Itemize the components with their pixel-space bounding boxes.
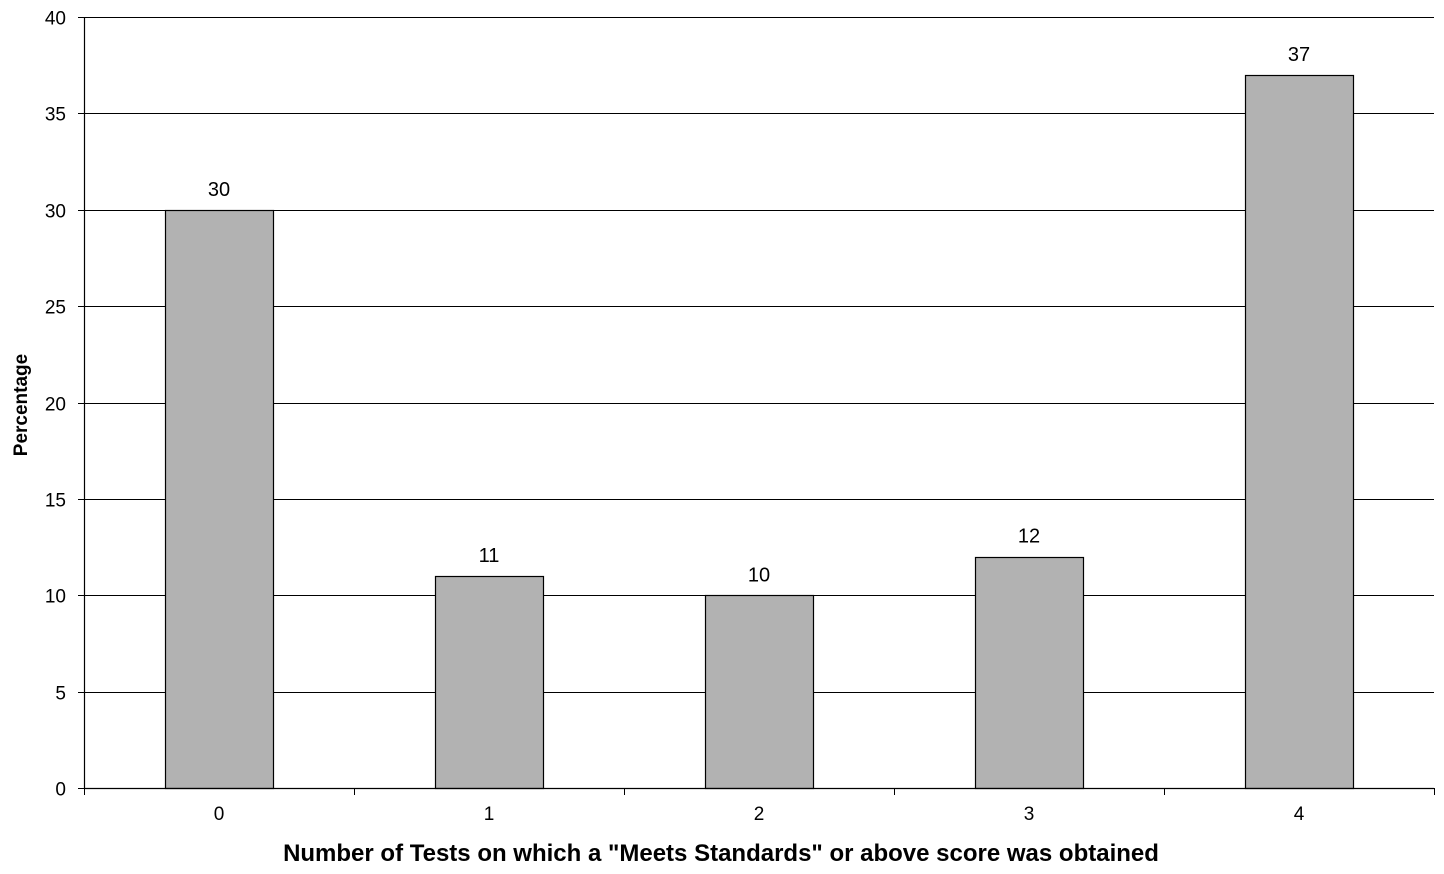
y-tick-label: 25 (45, 298, 66, 319)
y-tick-label: 20 (45, 395, 66, 416)
x-tick-label: 4 (1294, 804, 1305, 825)
x-tick-label: 3 (1024, 804, 1035, 825)
x-axis-ticks: 0 1 2 3 4 (84, 788, 1435, 825)
bars (164, 74, 1355, 790)
y-tick-label: 15 (45, 491, 66, 512)
data-label: 11 (479, 545, 500, 567)
axes (83, 17, 1434, 790)
data-label: 10 (748, 564, 770, 586)
bar (164, 209, 275, 790)
x-axis-title: Number of Tests on which a "Meets Standa… (283, 840, 1159, 867)
bar (1244, 74, 1355, 790)
y-tick-label: 0 (55, 780, 66, 801)
data-label: 12 (1018, 526, 1040, 548)
bar (704, 594, 815, 790)
y-axis-title: Percentage (11, 354, 32, 456)
y-axis-ticks: 0 5 10 15 20 25 30 35 40 (45, 9, 84, 801)
gridlines (84, 17, 1434, 693)
y-tick-label: 40 (45, 9, 66, 30)
x-tick-label: 1 (484, 804, 495, 825)
bar (974, 556, 1085, 790)
data-label: 30 (208, 179, 230, 201)
x-tick-label: 0 (214, 804, 225, 825)
y-tick-label: 30 (45, 202, 66, 223)
x-tick-label: 2 (754, 804, 765, 825)
y-tick-label: 5 (55, 684, 66, 705)
data-labels: 30 11 10 12 37 (208, 44, 1310, 586)
y-tick-label: 35 (45, 105, 66, 126)
y-tick-label: 10 (45, 587, 66, 608)
bar (434, 575, 545, 790)
data-label: 37 (1288, 44, 1310, 66)
